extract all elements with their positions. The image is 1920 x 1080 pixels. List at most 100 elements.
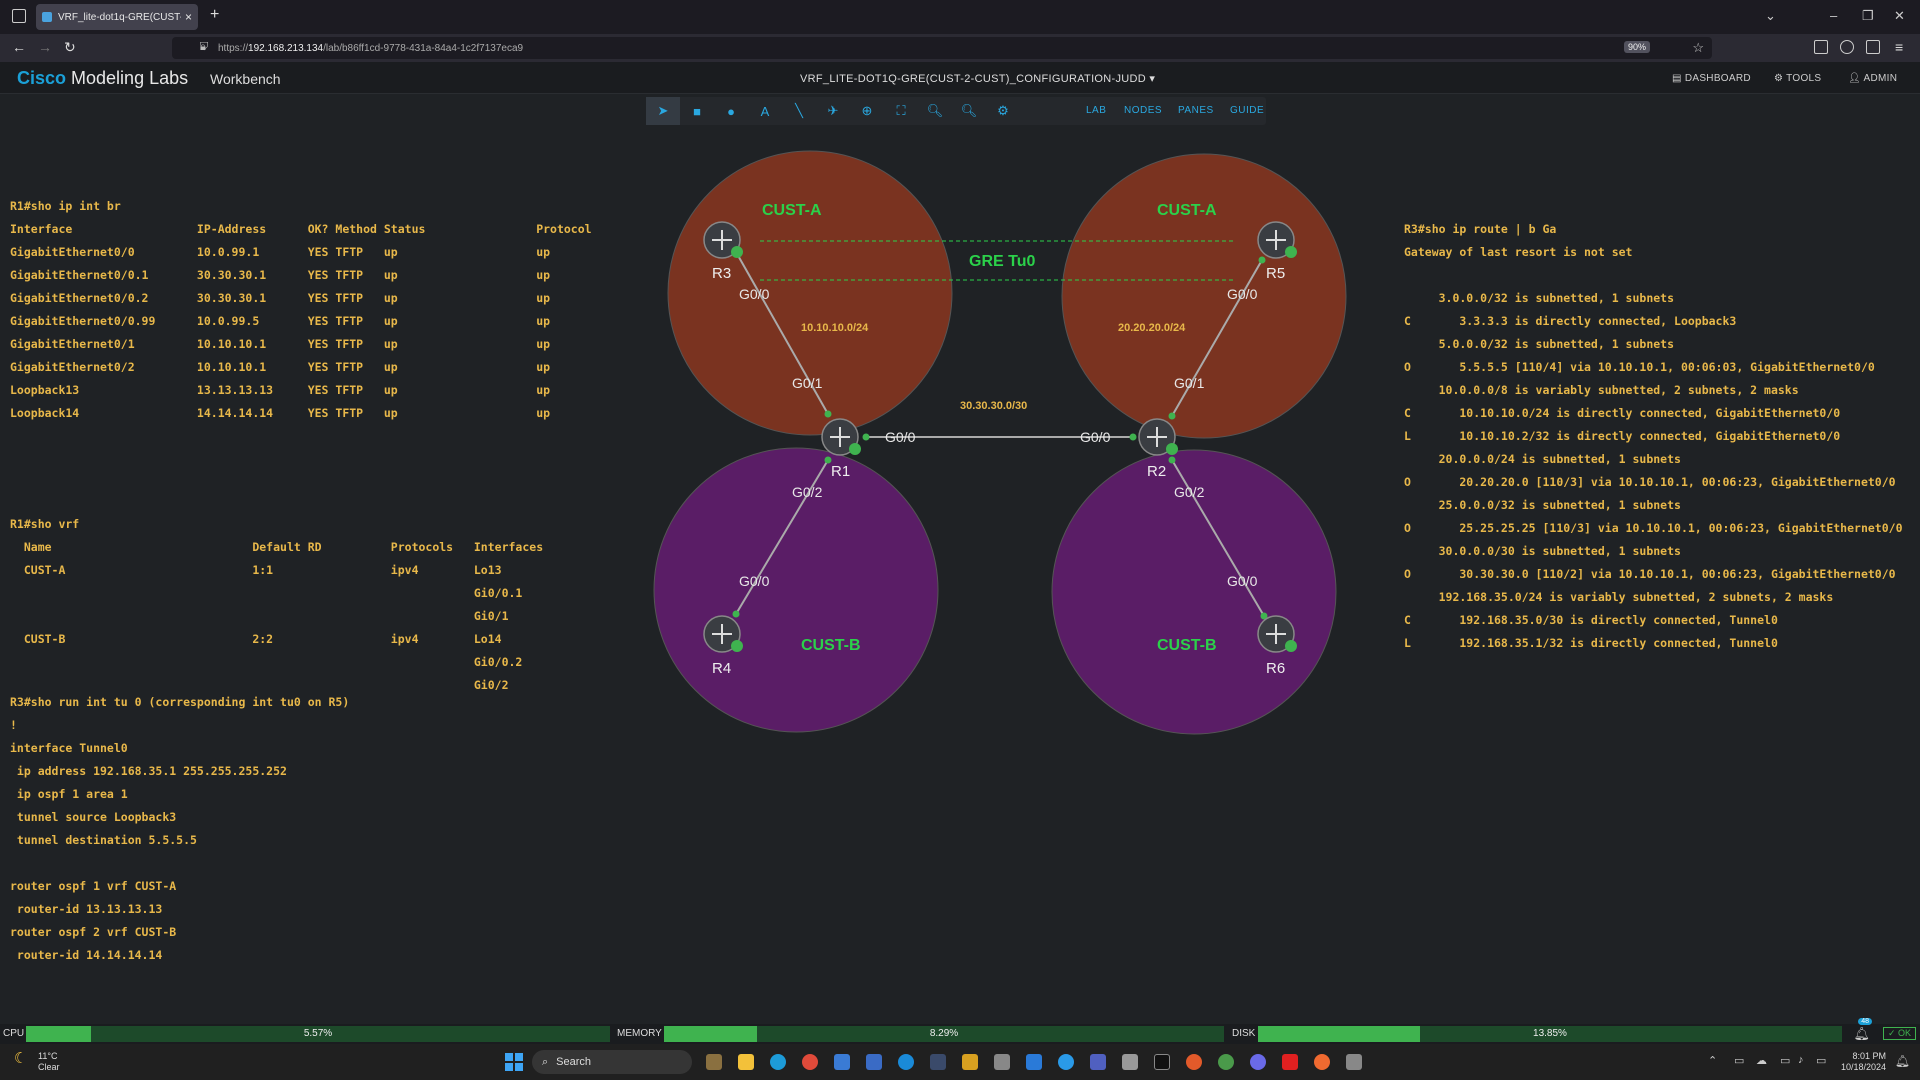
network-icon[interactable]: ▭ bbox=[1780, 1055, 1791, 1067]
link-r3-r1[interactable] bbox=[735, 251, 829, 415]
rectangle-icon[interactable]: ■ bbox=[693, 103, 701, 119]
back-icon[interactable]: ← bbox=[12, 39, 26, 55]
router-r1[interactable]: R1 bbox=[821, 418, 861, 480]
guide-menu[interactable]: GUIDE bbox=[1230, 105, 1265, 116]
browser-tab[interactable]: VRF_lite-dot1q-GRE(CUST-2-CU × bbox=[36, 4, 198, 30]
app-icon[interactable] bbox=[930, 1054, 946, 1070]
link-icon[interactable]: ✈ bbox=[827, 103, 839, 118]
app-icon[interactable] bbox=[1314, 1054, 1330, 1070]
taskbar-clock[interactable]: 8:01 PM 10/18/2024 bbox=[1841, 1051, 1886, 1073]
volume-icon[interactable]: ♪ bbox=[1798, 1054, 1804, 1066]
restore-button[interactable]: ❐ bbox=[1862, 8, 1874, 23]
zoom-level-badge[interactable]: 90% bbox=[1623, 41, 1650, 53]
settings-icon[interactable]: ⚙ bbox=[997, 103, 1009, 118]
dashboard-link[interactable]: ▤ DASHBOARD bbox=[1672, 73, 1751, 84]
extensions-icon[interactable] bbox=[1866, 40, 1880, 54]
url-bar[interactable]: ⛉ 🔒︎ https://192.168.213.134/lab/b86ff1c… bbox=[172, 37, 1712, 59]
cust-a-zone-right[interactable] bbox=[1061, 153, 1347, 439]
link-r1-r4[interactable] bbox=[735, 459, 829, 615]
taskbar-search[interactable]: ⌕ Search bbox=[532, 1050, 692, 1074]
reload-icon[interactable]: ↻ bbox=[64, 39, 76, 55]
app-icon[interactable] bbox=[898, 1054, 914, 1070]
start-button[interactable] bbox=[505, 1053, 523, 1071]
annotation-ip-route[interactable]: R3#sho ip route | b Ga Gateway of last r… bbox=[1404, 222, 1903, 650]
bell-icon[interactable]: 🔔︎ bbox=[1853, 1026, 1870, 1041]
zoom-in-icon[interactable]: 🔍︎ bbox=[926, 103, 944, 118]
app-icon[interactable] bbox=[1218, 1054, 1234, 1070]
annotation-tunnel-config[interactable]: R3#sho run int tu 0 (corresponding int t… bbox=[10, 695, 350, 962]
target-icon[interactable]: ⊕ bbox=[861, 103, 873, 118]
tray-icon[interactable]: ▭ bbox=[1734, 1055, 1745, 1067]
chevron-up-icon[interactable]: ⌃ bbox=[1708, 1055, 1718, 1067]
task-view-icon[interactable] bbox=[706, 1054, 722, 1070]
canvas-toolbar: ➤ ■ ● A ╲ ✈ ⊕ ⛶ 🔍︎ 🔍︎ ⚙ LAB NODES PANES … bbox=[646, 97, 1266, 125]
router-r5[interactable]: R5 bbox=[1257, 221, 1297, 282]
notification-count: 48 bbox=[1858, 1018, 1872, 1025]
workbench-canvas[interactable]: R1#sho ip int br Interface IP-Address OK… bbox=[0, 94, 1920, 1024]
tab-list-icon[interactable] bbox=[12, 9, 26, 23]
search-label: Search bbox=[556, 1056, 592, 1068]
favicon-icon bbox=[42, 12, 52, 22]
menu-icon[interactable]: ≡ bbox=[1895, 39, 1904, 55]
cust-a-zone-left[interactable] bbox=[667, 150, 953, 436]
topology-diagram[interactable]: CUST-A CUST-A CUST-B CUST-B GRE Tu0 10.1… bbox=[640, 140, 1360, 740]
pointer-icon[interactable]: ➤ bbox=[646, 97, 680, 125]
account-icon[interactable] bbox=[1840, 40, 1854, 54]
pocket-icon[interactable] bbox=[1814, 40, 1828, 54]
router-arrows bbox=[712, 624, 732, 644]
firefox-icon[interactable] bbox=[1186, 1054, 1202, 1070]
resource-stats-bar: CPU 5.57% MEMORY 8.29% DISK 13.85% 🔔︎ 48… bbox=[0, 1018, 1920, 1044]
cust-b-zone-right[interactable] bbox=[1051, 449, 1337, 735]
nodes-menu[interactable]: NODES bbox=[1124, 105, 1163, 116]
router-r2[interactable]: R2 bbox=[1138, 418, 1178, 480]
battery-icon[interactable]: ▭ bbox=[1816, 1055, 1827, 1067]
link-r2-r6[interactable] bbox=[1171, 459, 1265, 617]
edge-icon[interactable] bbox=[770, 1054, 786, 1070]
app-icon[interactable] bbox=[1026, 1054, 1042, 1070]
file-explorer-icon[interactable] bbox=[738, 1054, 754, 1070]
close-window-button[interactable]: ✕ bbox=[1894, 8, 1905, 23]
tools-link[interactable]: ⚙ TOOLS bbox=[1774, 73, 1821, 84]
chevron-down-icon[interactable]: ⌄ bbox=[1765, 8, 1776, 23]
ellipse-icon[interactable]: ● bbox=[727, 103, 735, 119]
text-icon[interactable]: A bbox=[760, 103, 770, 119]
globe-icon[interactable] bbox=[1058, 1054, 1074, 1070]
app-icon[interactable] bbox=[962, 1054, 978, 1070]
if-label: G0/0 bbox=[885, 429, 916, 445]
panes-menu[interactable]: PANES bbox=[1178, 105, 1214, 116]
minimize-button[interactable]: – bbox=[1830, 8, 1838, 23]
if-label: G0/1 bbox=[792, 375, 823, 391]
router-r3[interactable]: R3 bbox=[703, 221, 743, 282]
notification-icon[interactable]: 🔔︎ bbox=[1894, 1054, 1910, 1068]
status-ok-badge[interactable]: ✓ OK bbox=[1882, 1027, 1916, 1040]
app-icon[interactable] bbox=[1090, 1054, 1106, 1070]
annotation-ip-int-br[interactable]: R1#sho ip int br Interface IP-Address OK… bbox=[10, 199, 592, 420]
bookmark-star-icon[interactable]: ☆ bbox=[1692, 40, 1704, 55]
forward-icon[interactable]: → bbox=[38, 39, 52, 55]
brand-logo[interactable]: Cisco Modeling Labs bbox=[17, 68, 188, 89]
close-tab-icon[interactable]: × bbox=[184, 10, 192, 24]
cust-b-zone-left[interactable] bbox=[653, 447, 939, 733]
settings-icon[interactable] bbox=[994, 1054, 1010, 1070]
annotation-sho-vrf[interactable]: R1#sho vrf Name Default RD Protocols Int… bbox=[10, 517, 544, 692]
youtube-icon[interactable] bbox=[1282, 1054, 1298, 1070]
lab-menu[interactable]: LAB bbox=[1086, 105, 1107, 116]
fit-icon[interactable]: ⛶ bbox=[896, 103, 906, 118]
app-icon[interactable] bbox=[1346, 1054, 1362, 1070]
port-dot bbox=[862, 433, 870, 441]
link-r5-r2[interactable] bbox=[1171, 259, 1263, 417]
lab-title-dropdown[interactable]: VRF_LITE-DOT1Q-GRE(CUST-2-CUST)_CONFIGUR… bbox=[800, 72, 1155, 85]
line-icon[interactable]: ╲ bbox=[795, 103, 803, 118]
calculator-icon[interactable] bbox=[866, 1054, 882, 1070]
chrome-icon[interactable] bbox=[802, 1054, 818, 1070]
admin-link[interactable]: 👤︎ ADMIN bbox=[1848, 73, 1897, 84]
cloud-icon[interactable]: ☁ bbox=[1756, 1055, 1767, 1067]
zoom-out-icon[interactable]: 🔍︎ bbox=[960, 103, 978, 118]
app-icon[interactable] bbox=[1250, 1054, 1266, 1070]
notepad-icon[interactable] bbox=[834, 1054, 850, 1070]
router-r4[interactable]: R4 bbox=[703, 615, 743, 677]
new-tab-button[interactable]: + bbox=[210, 6, 220, 23]
router-r6[interactable]: R6 bbox=[1257, 615, 1297, 677]
app-icon[interactable] bbox=[1122, 1054, 1138, 1070]
terminal-icon[interactable] bbox=[1154, 1054, 1170, 1070]
